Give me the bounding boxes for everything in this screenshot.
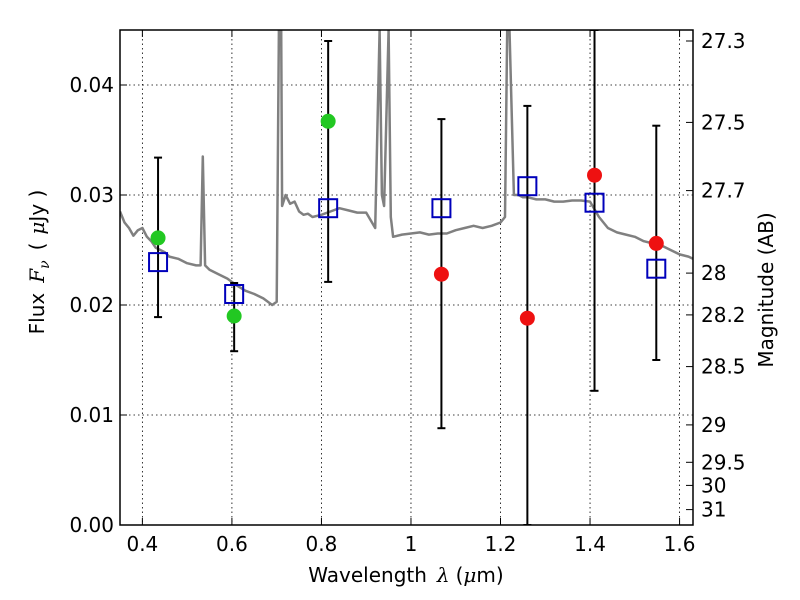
red-data-point <box>433 266 449 282</box>
magnitude-tick-label: 28 <box>701 261 726 285</box>
y-tick-label: 0.01 <box>69 403 114 427</box>
y-tick-label: 0.03 <box>69 183 114 207</box>
spectrum-line <box>120 30 693 307</box>
y-axis-label-right: Magnitude (AB) <box>754 212 778 367</box>
red-data-point <box>587 167 603 183</box>
y-tick-label: 0.02 <box>69 293 114 317</box>
x-tick-label: 1.2 <box>485 532 517 556</box>
magnitude-tick-label: 31 <box>701 498 726 522</box>
x-tick-label: 0.6 <box>216 532 248 556</box>
green-data-point <box>150 230 166 246</box>
magnitude-tick-label: 28.2 <box>701 303 746 327</box>
tick-layer: 0.4 0.6 0.8 1 1.2 1.4 1.6 0.00 0.01 0.02 0.03 0.04 2… <box>69 29 745 556</box>
x-tick-label: 0.8 <box>306 532 338 556</box>
x-tick-label: 1.4 <box>574 532 606 556</box>
spectrum-layer <box>120 30 693 307</box>
model-square-marker <box>148 252 169 273</box>
red-data-point <box>519 310 535 326</box>
magnitude-tick-label: 29.5 <box>701 450 746 474</box>
model-square-marker <box>431 198 452 219</box>
magnitude-tick-label: 28.5 <box>701 355 746 379</box>
green-data-point <box>320 113 336 129</box>
y-tick-label: 0.00 <box>69 513 114 537</box>
red-data-point <box>648 235 664 251</box>
plot-frame <box>119 29 694 526</box>
magnitude-tick-label: 27.5 <box>701 110 746 134</box>
y-axis-label-left: FluxFν(μJy ) <box>25 190 53 335</box>
magnitude-tick-label: 27.7 <box>701 179 746 203</box>
model-square-marker <box>646 258 667 279</box>
grid-lines <box>120 30 693 526</box>
model-square-marker <box>584 192 605 213</box>
magnitude-tick-label: 30 <box>701 473 726 497</box>
magnitude-tick-label: 29 <box>701 413 726 437</box>
y-tick-label: 0.04 <box>69 73 114 97</box>
magnitude-tick-label: 27.3 <box>701 29 746 53</box>
model-square-marker <box>517 176 538 197</box>
x-axis-label: Wavelength λ (μm) <box>308 563 503 587</box>
model-square-marker <box>318 198 339 219</box>
point-layer <box>148 113 667 326</box>
x-tick-label: 1 <box>405 532 418 556</box>
x-tick-label: 0.4 <box>126 532 158 556</box>
model-square-marker <box>224 284 245 304</box>
x-tick-label: 1.6 <box>664 532 696 556</box>
green-data-point <box>226 308 242 324</box>
